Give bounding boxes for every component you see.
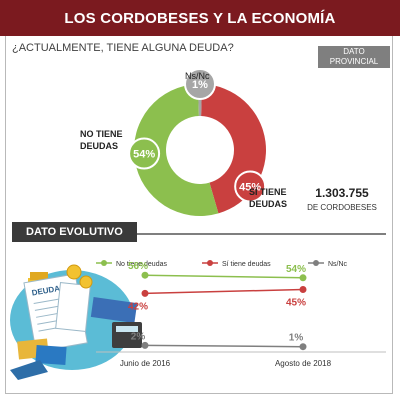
label-no-tiene: NO TIENE DEUDAS bbox=[80, 128, 123, 152]
legend-label: Ns/Nc bbox=[328, 261, 348, 268]
series-line: 56% 54% bbox=[128, 261, 307, 282]
evolution-section-title: DATO EVOLUTIVO bbox=[12, 222, 137, 242]
legend-label: No tiene deudas bbox=[116, 261, 167, 268]
total-number: 1.303.755 bbox=[315, 186, 369, 200]
receipt-icon bbox=[55, 282, 91, 332]
calculator-screen-icon bbox=[116, 326, 138, 332]
coin-icon bbox=[79, 275, 93, 289]
label-si-tiene-line2: DEUDAS bbox=[249, 199, 288, 209]
label-si-tiene: SÍ TIENE DEUDAS bbox=[249, 186, 287, 210]
value-bubble-nsnc: 1% bbox=[184, 68, 216, 100]
data-label: 2% bbox=[131, 331, 146, 342]
total-label: DE CORDOBESES bbox=[307, 203, 377, 212]
legend-label: Sí tiene deudas bbox=[222, 261, 271, 268]
legend-item: Sí tiene deudas bbox=[202, 260, 271, 268]
legend-swatch-dot bbox=[207, 260, 213, 266]
badge-line-2: 1.800 CASOS bbox=[328, 67, 380, 76]
page-title: LOS CORDOBESES Y LA ECONOMÍA bbox=[64, 9, 336, 27]
pen-icon bbox=[10, 360, 48, 380]
value-bubble-si-tiene-text: 45% bbox=[239, 181, 261, 193]
x-tick-label: Agosto de 2018 bbox=[275, 359, 332, 368]
header-bar: LOS CORDOBESES Y LA ECONOMÍA bbox=[0, 0, 400, 36]
section-divider bbox=[12, 233, 386, 235]
data-point bbox=[299, 274, 307, 282]
label-si-tiene-line1: SÍ TIENE bbox=[249, 187, 287, 197]
value-bubble-si-tiene: 45% bbox=[234, 170, 267, 203]
x-tick-label: Junio de 2016 bbox=[120, 359, 171, 368]
series-path bbox=[144, 288, 304, 295]
data-point bbox=[299, 286, 307, 293]
badge-line-1: DATO PROVINCIAL bbox=[329, 47, 379, 66]
legend-swatch-dot bbox=[313, 260, 319, 266]
data-point bbox=[141, 341, 149, 349]
label-no-tiene-line2: DEUDAS bbox=[80, 141, 119, 151]
total-population: 1.303.755 DE CORDOBESES bbox=[300, 186, 384, 212]
evolution-section-bar: DATO EVOLUTIVO bbox=[12, 222, 386, 242]
coin-icon bbox=[66, 264, 82, 280]
data-label: 1% bbox=[289, 333, 304, 344]
legend-item: No tiene deudas bbox=[96, 260, 167, 268]
data-label: 54% bbox=[286, 264, 306, 275]
series-path bbox=[144, 344, 304, 348]
card-dark-icon bbox=[35, 344, 67, 366]
value-bubble-nsnc-text: 1% bbox=[192, 79, 208, 91]
data-point bbox=[299, 343, 307, 351]
series-line: 42% 45% bbox=[128, 286, 307, 312]
value-bubble-nsnc-circle bbox=[184, 68, 216, 100]
slice-no-tiene bbox=[134, 84, 219, 217]
sample-badge: DATO PROVINCIAL 1.800 CASOS bbox=[318, 46, 390, 76]
data-label: 42% bbox=[128, 301, 148, 312]
data-point bbox=[141, 289, 149, 297]
value-bubble-no-tiene-text: 54% bbox=[133, 149, 155, 161]
legend-item: Ns/Nc bbox=[308, 260, 348, 268]
coin-stack-top-icon bbox=[30, 272, 48, 280]
card-blue-icon bbox=[90, 297, 138, 323]
content-frame bbox=[5, 36, 393, 394]
survey-question: ¿ACTUALMENTE, TIENE ALGUNA DEUDA? bbox=[12, 42, 234, 54]
legend-swatch-dot bbox=[101, 260, 107, 266]
value-bubble-no-tiene: 54% bbox=[128, 137, 161, 170]
data-label: 45% bbox=[286, 298, 306, 309]
series-line: 2% 1% bbox=[131, 331, 307, 351]
series-path bbox=[144, 274, 304, 279]
data-point bbox=[141, 271, 149, 279]
value-bubble-si-tiene-circle bbox=[234, 170, 267, 203]
label-nsnc: Ns/Nc bbox=[185, 71, 210, 81]
value-bubble-no-tiene-circle bbox=[128, 137, 161, 170]
data-label: 56% bbox=[128, 261, 148, 272]
label-no-tiene-line1: NO TIENE bbox=[80, 129, 123, 139]
